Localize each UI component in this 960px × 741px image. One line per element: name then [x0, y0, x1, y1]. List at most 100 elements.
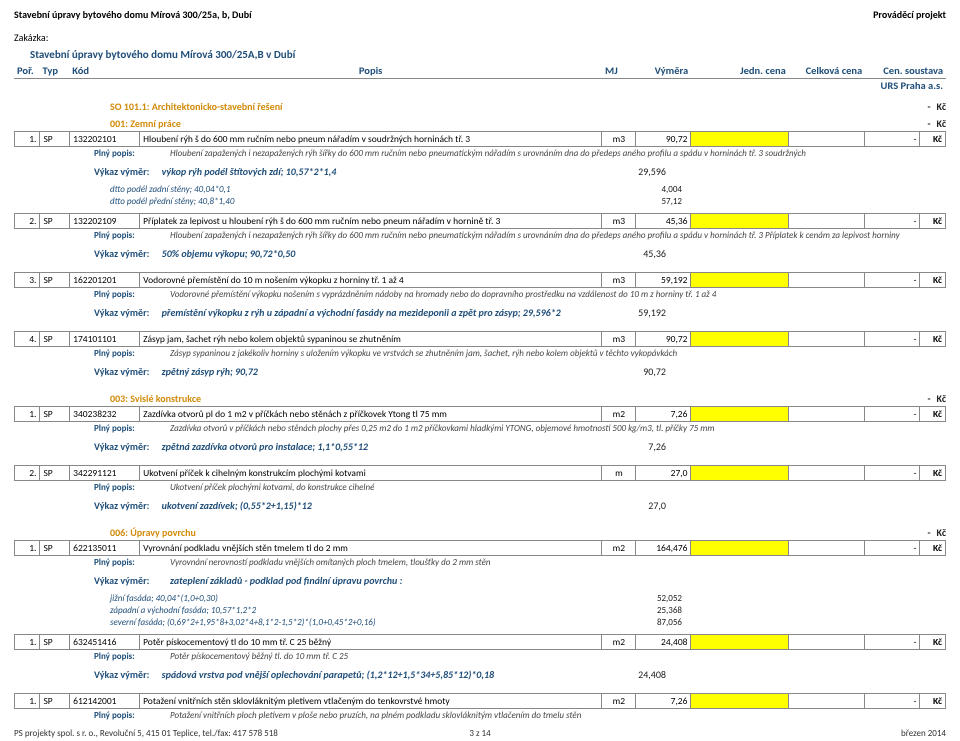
cell-kc: Kč: [920, 694, 946, 709]
vykaz-label: Výkaz výměr:: [94, 499, 155, 512]
zakazka-label: Zakázka:: [14, 31, 946, 44]
vykaz-text: přemístění výkopku z rýh u západní a výc…: [162, 306, 561, 319]
doc-title: Stavební úpravy bytového domu Mírová 300…: [30, 48, 946, 61]
cell-popis: Potěr pískocementový tl do 10 mm tř. C 2…: [140, 635, 602, 650]
plny-label: Plný popis:: [94, 148, 166, 159]
plny-popis: Plný popis: Zazdívka otvorů v příčkách n…: [94, 423, 946, 434]
calc-text: dtto podél zadní stěny; 40,04*0,1: [110, 184, 620, 195]
vykaz-label: Výkaz výměr:: [94, 440, 155, 453]
cell-vymera: 27,0: [636, 466, 691, 481]
calc-value: 27,0: [604, 499, 666, 512]
dash: -: [927, 392, 930, 405]
cell-dash: -: [865, 541, 920, 556]
plny-text: Ukotvení příček plochými kotvami, do kon…: [170, 482, 946, 493]
cell-jedn[interactable]: [691, 132, 789, 147]
col-cen: Cen. soustava: [865, 63, 946, 79]
content-area: Kč - SO 101.1: Architektonicko-stavební …: [14, 96, 946, 733]
plny-label: Plný popis:: [94, 557, 166, 568]
cell-vymera: 24,408: [636, 635, 691, 650]
cell-dash: -: [865, 635, 920, 650]
cell-celk: [789, 635, 865, 650]
col-popis: Popis: [139, 63, 602, 79]
plny-label: Plný popis:: [94, 651, 166, 662]
footer-center: 3 z 14: [469, 728, 490, 739]
cell-popis: Zazdívka otvorů pl do 1 m2 v příčkách ne…: [140, 407, 602, 422]
item-row: 1. SP 632451416 Potěr pískocementový tl …: [14, 634, 946, 650]
calc-row: dtto podél přední stěny; 40,8*1,40 57,12: [110, 196, 946, 207]
plny-popis: Plný popis: Vyrovnání nerovností podklad…: [94, 557, 946, 568]
currency-label: Kč: [937, 117, 946, 130]
currency-label: Kč: [937, 526, 946, 539]
cell-jedn[interactable]: [691, 214, 789, 229]
cell-vymera: 45,36: [636, 214, 691, 229]
plny-popis: Plný popis: Potažení vnitřních ploch ple…: [94, 710, 946, 721]
cell-dash: -: [865, 273, 920, 288]
section-title-text: 001: Zemní práce: [110, 117, 181, 130]
calc-value: 45,36: [604, 247, 666, 260]
vykaz-label: Výkaz výměr:: [94, 247, 155, 260]
calc-row: dtto podél zadní stěny; 40,04*0,1 4,004: [110, 184, 946, 195]
cell-dash: -: [865, 694, 920, 709]
vykaz-row: Výkaz výměr: zateplení základů - podklad…: [94, 574, 946, 587]
plny-text: Vyrovnání nerovností podkladu vnějších o…: [170, 557, 946, 568]
plny-popis: Plný popis: Potěr pískocementový běžný t…: [94, 651, 946, 662]
cell-typ: SP: [40, 407, 70, 422]
plny-popis: Plný popis: Vodorovné přemístění výkopku…: [94, 289, 946, 300]
vykaz-text: zpětná zazdívka otvorů pro instalace; 1,…: [162, 440, 368, 453]
calc-row: západní a východní fasáda; 10,57*1,2*2 2…: [110, 605, 946, 616]
plny-text: Vodorovné přemístění výkopku nošením s v…: [170, 289, 946, 300]
cell-por: 1.: [15, 407, 40, 422]
plny-text: Zazdívka otvorů v příčkách nebo stěnách …: [170, 423, 946, 434]
cell-mj: m: [602, 466, 636, 481]
cell-jedn[interactable]: [691, 332, 789, 347]
plny-popis: Plný popis: Zásyp sypaninou z jakékoliv …: [94, 348, 946, 359]
cell-popis: Vyrovnání podkladu vnějších stěn tmelem …: [140, 541, 602, 556]
cell-vymera: 59,192: [636, 273, 691, 288]
vykaz-label: Výkaz výměr:: [94, 306, 155, 319]
cell-mj: m2: [602, 694, 636, 709]
vykaz-row: Výkaz výměr: spádová vrstva pod vnější o…: [94, 668, 946, 681]
cell-popis: Zásyp jam, šachet rýh nebo kolem objektů…: [140, 332, 602, 347]
vykaz-text: zateplení základů - podklad pod finální …: [170, 574, 946, 587]
cell-popis: Potažení vnitřních stěn sklovláknitým pl…: [140, 694, 602, 709]
cell-celk: [789, 541, 865, 556]
item-row: 1. SP 340238232 Zazdívka otvorů pl do 1 …: [14, 406, 946, 422]
cell-typ: SP: [40, 694, 70, 709]
plny-popis: Plný popis: Hloubení zapažených i nezapa…: [94, 230, 946, 241]
plny-text: Hloubení zapažených i nezapažených rýh š…: [170, 230, 946, 241]
cell-celk: [789, 273, 865, 288]
section-title: Kč - SO 101.1: Architektonicko-stavební …: [110, 96, 946, 115]
section-title-text: 003: Svislé konstrukce: [110, 392, 201, 405]
cell-celk: [789, 332, 865, 347]
section-title: Kč - 006: Úpravy povrchu: [110, 524, 946, 540]
cell-jedn[interactable]: [691, 694, 789, 709]
cell-kod: 174101101: [70, 332, 140, 347]
cell-dash: -: [865, 132, 920, 147]
cell-jedn[interactable]: [691, 273, 789, 288]
cell-jedn[interactable]: [691, 466, 789, 481]
cell-jedn[interactable]: [691, 635, 789, 650]
item-row: 1. SP 622135011 Vyrovnání podkladu vnějš…: [14, 540, 946, 556]
col-por: Poř.: [14, 63, 39, 79]
cell-por: 1.: [15, 694, 40, 709]
section-title: Kč - 001: Zemní práce: [110, 115, 946, 131]
item-row: 1. SP 612142001 Potažení vnitřních stěn …: [14, 693, 946, 709]
calc-row: jižní fasáda; 40,04*(1,0+0,30) 52,052: [110, 593, 946, 604]
plny-label: Plný popis:: [94, 423, 166, 434]
item-row: 1. SP 132202101 Hloubení rýh š do 600 mm…: [14, 131, 946, 147]
plny-label: Plný popis:: [94, 482, 166, 493]
cell-mj: m3: [602, 132, 636, 147]
plny-popis: Plný popis: Ukotvení příček plochými kot…: [94, 482, 946, 493]
cell-typ: SP: [40, 466, 70, 481]
currency-label: Kč: [937, 100, 946, 113]
calc-value: 25,368: [620, 605, 682, 616]
cell-jedn[interactable]: [691, 407, 789, 422]
cell-jedn[interactable]: [691, 541, 789, 556]
cell-vymera: 164,476: [636, 541, 691, 556]
page-title-right: Prováděcí projekt: [873, 8, 946, 21]
cell-dash: -: [865, 332, 920, 347]
page-footer: PS projekty spol. s r. o., Revoluční 5, …: [14, 728, 946, 739]
plny-label: Plný popis:: [94, 710, 166, 721]
vykaz-label: Výkaz výměr:: [94, 668, 155, 681]
section-title-text: SO 101.1: Architektonicko-stavební řešen…: [110, 100, 283, 113]
